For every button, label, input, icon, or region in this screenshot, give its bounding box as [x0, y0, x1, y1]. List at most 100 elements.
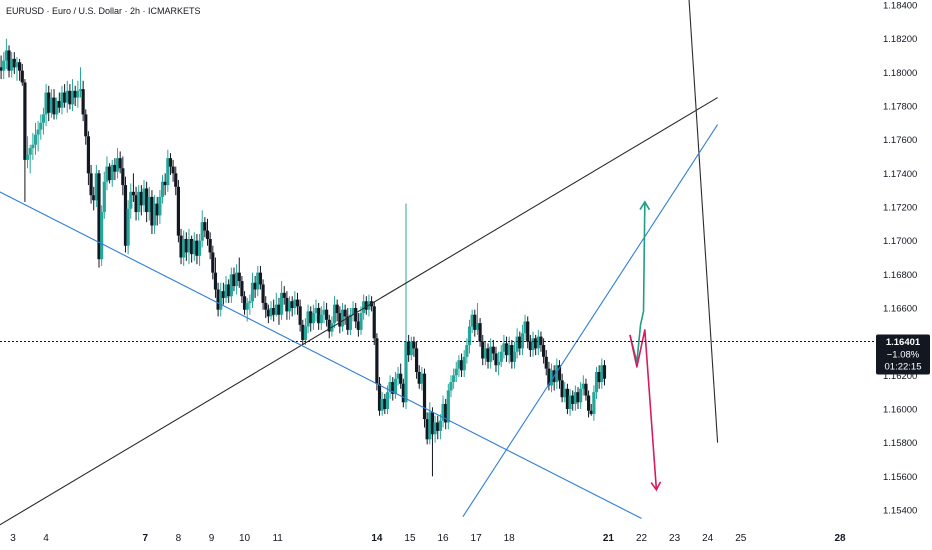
trendline-support-line[interactable] — [462, 124, 719, 518]
candle-up — [563, 388, 567, 398]
candle-down — [526, 321, 530, 342]
candle-up — [76, 90, 80, 98]
candle-up — [359, 313, 363, 330]
date-tick: 11 — [272, 533, 283, 544]
candle-down — [571, 395, 575, 404]
candle-down — [576, 392, 580, 403]
price-tick: 1.15400 — [883, 506, 917, 517]
bullish-projection-arrowhead — [639, 200, 651, 211]
bearish-projection[interactable] — [629, 329, 658, 490]
candle-up — [245, 302, 249, 310]
candle-down — [163, 181, 167, 186]
candle-down — [343, 309, 347, 317]
candle-up — [568, 395, 572, 409]
candle-up — [549, 370, 554, 386]
time-axis[interactable]: 3 4 7 8 9 10 11 14 15 16 17 18 21 22 23 24 25 28 — [10, 533, 846, 544]
price-tick: 1.16800 — [883, 270, 917, 281]
candle-down — [478, 323, 482, 342]
candle-up — [462, 356, 466, 371]
candle-down — [486, 348, 490, 362]
candle-down — [123, 185, 128, 246]
candle-down — [242, 296, 247, 310]
candle-up — [499, 351, 503, 362]
price-tick: 1.18400 — [883, 1, 917, 12]
trendline-channel-bottom[interactable] — [0, 190, 642, 519]
candle-up — [581, 383, 585, 389]
candle-up — [229, 274, 233, 297]
candle-up — [452, 375, 456, 383]
candle-up — [65, 90, 69, 103]
candle-down — [377, 383, 382, 411]
candle-up — [314, 308, 318, 314]
date-tick: 4 — [43, 533, 49, 544]
candle-down — [174, 173, 178, 187]
candle-down — [227, 284, 231, 297]
candle-up — [536, 336, 540, 349]
candle-down — [47, 92, 51, 113]
candle-up — [15, 62, 19, 68]
candle-down — [205, 230, 210, 239]
date-tick: 9 — [209, 533, 215, 544]
candle-down — [168, 158, 173, 167]
candle-up — [44, 92, 48, 115]
price-tick: 1.15600 — [883, 472, 917, 483]
candle-up — [158, 196, 162, 216]
price-axis[interactable]: 1.18400 1.18200 1.18000 1.17800 1.17600 1.174… — [883, 1, 917, 517]
trendline-rising-line[interactable] — [0, 97, 718, 527]
candle-up — [25, 154, 30, 160]
trendlines-layer[interactable] — [0, 0, 719, 527]
date-tick: 25 — [735, 533, 747, 544]
candle-up — [102, 181, 106, 213]
candle-down — [401, 383, 405, 403]
candle-down — [518, 336, 522, 349]
candle-down — [7, 50, 11, 71]
candle-down — [272, 308, 276, 315]
candle-down — [282, 292, 286, 298]
candle-down — [491, 346, 495, 354]
candle-up — [192, 240, 196, 255]
candle-down — [258, 272, 263, 285]
candle-down — [557, 365, 562, 381]
candle-down — [261, 284, 265, 303]
candle-down — [84, 114, 88, 137]
candle-down — [494, 353, 498, 366]
candle-up — [248, 301, 252, 303]
candle-down — [565, 388, 570, 409]
candle-up — [467, 326, 472, 346]
candle-down — [407, 341, 411, 356]
candle-down — [327, 319, 331, 332]
candle-up — [446, 390, 450, 423]
price-tick: 1.17000 — [883, 236, 917, 247]
candle-down — [213, 272, 218, 290]
candle-up — [592, 392, 596, 415]
candle-up — [303, 326, 308, 340]
price-badge: 1.16401 −1.08% 01:22:15 — [876, 334, 930, 375]
candle-down — [190, 238, 194, 255]
candle-up — [502, 343, 506, 352]
trendline-channel-top[interactable] — [0, 0, 719, 443]
candle-up — [385, 392, 390, 409]
candle-down — [176, 186, 180, 236]
candle-down — [81, 89, 85, 115]
candle-down — [309, 311, 313, 324]
candle-down — [264, 302, 268, 310]
projections-layer[interactable] — [629, 200, 662, 492]
price-tick: 1.16000 — [883, 405, 917, 416]
candle-down — [203, 222, 207, 231]
candle-up — [311, 313, 315, 324]
candle-up — [523, 321, 527, 334]
candle-down — [383, 398, 387, 409]
candle-down — [184, 238, 188, 253]
candle-down — [436, 422, 440, 431]
candle-down — [301, 324, 305, 340]
candle-up — [594, 371, 599, 393]
candle-up — [31, 144, 35, 149]
date-tick: 21 — [603, 533, 615, 544]
candle-down — [68, 90, 72, 105]
candle-up — [250, 282, 255, 302]
candle-up — [351, 308, 355, 315]
candle-down — [107, 166, 112, 181]
candle-up — [142, 188, 146, 206]
candle-down — [542, 345, 546, 357]
